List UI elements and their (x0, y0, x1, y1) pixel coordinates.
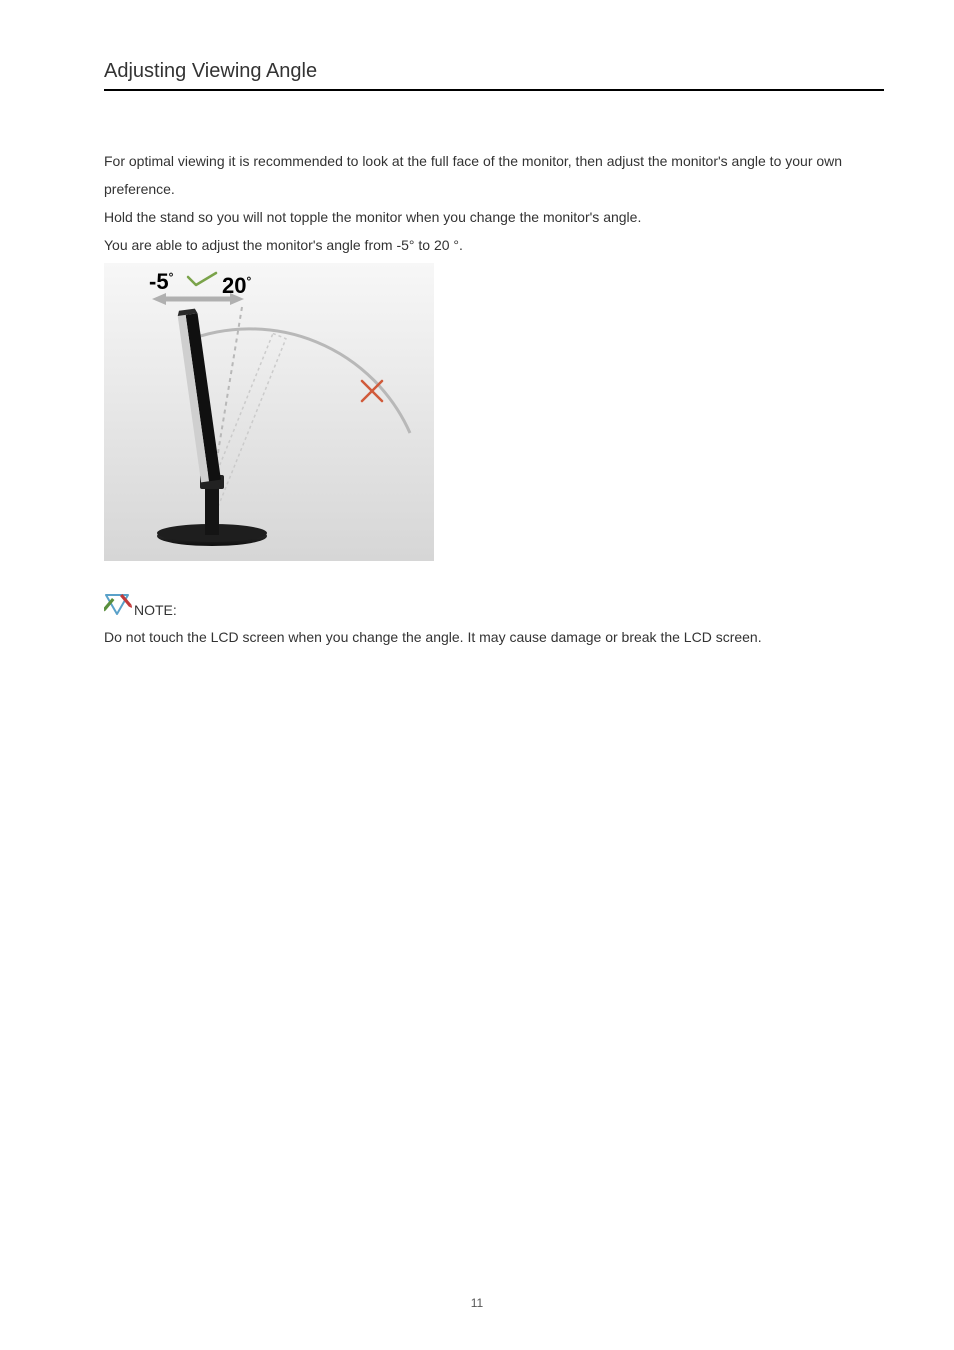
angle-right-degree: ° (246, 274, 251, 288)
note-icon (104, 592, 132, 618)
body-paragraph-2: Hold the stand so you will not topple th… (104, 203, 884, 231)
page-number: 11 (0, 1296, 954, 1310)
angle-right-label: 20 (222, 273, 246, 298)
note-label: NOTE: (134, 602, 177, 618)
angle-left-degree: ° (169, 270, 174, 284)
body-paragraph-3: You are able to adjust the monitor's ang… (104, 231, 884, 259)
body-paragraph-1: For optimal viewing it is recommended to… (104, 147, 884, 203)
section-rule (104, 89, 884, 91)
note-body: Do not touch the LCD screen when you cha… (104, 624, 884, 650)
angle-left-label: -5 (149, 269, 169, 294)
section-title: Adjusting Viewing Angle (104, 60, 884, 83)
tilt-angle-diagram: -5° 20° (104, 263, 434, 561)
